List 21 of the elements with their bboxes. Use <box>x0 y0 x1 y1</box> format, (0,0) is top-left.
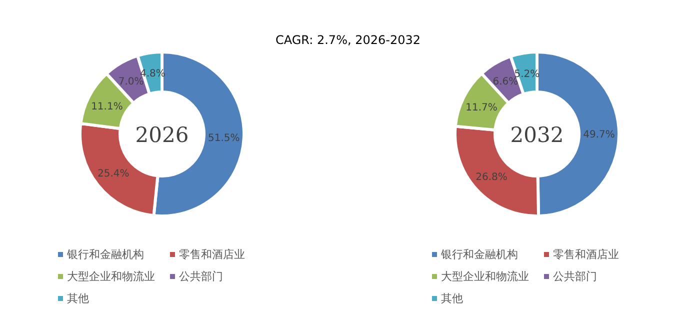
legend-label: 银行和金融机构 <box>66 248 144 261</box>
data-label: 7.0% <box>118 76 144 88</box>
legend-label: 大型企业和物流业 <box>67 270 155 283</box>
legend-label: 零售和酒店业 <box>553 248 619 261</box>
legend-label: 公共部门 <box>553 270 597 283</box>
legend-label: 银行和金融机构 <box>440 248 518 261</box>
data-label: 11.1% <box>91 101 123 112</box>
data-label: 26.8% <box>476 172 508 184</box>
data-label: 25.4% <box>98 168 130 180</box>
legend-label: 零售和酒店业 <box>179 248 245 261</box>
legend-label: 大型企业和物流业 <box>441 270 529 283</box>
legend-label: 其他 <box>67 292 89 305</box>
text: CAGR: 2.7%, 2026-2032 <box>275 33 421 47</box>
data-label: 49.7% <box>583 129 615 140</box>
data-label: 51.5% <box>208 133 240 144</box>
text: 2032 <box>510 123 564 147</box>
legend-label: 公共部门 <box>179 270 223 283</box>
data-label: 6.6% <box>492 76 518 88</box>
data-label: 11.7% <box>466 102 498 114</box>
legend-label: 其他 <box>441 292 463 305</box>
text: 2026 <box>135 123 189 147</box>
